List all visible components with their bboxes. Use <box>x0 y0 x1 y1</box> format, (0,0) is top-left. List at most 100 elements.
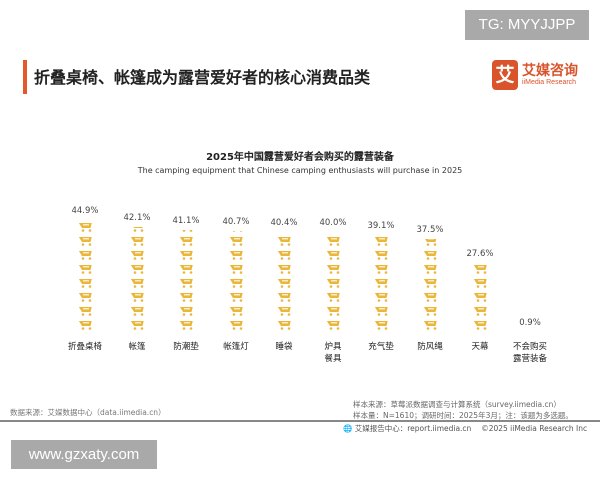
cart-icon <box>228 307 244 320</box>
cart-icon <box>422 239 438 250</box>
globe-icon: 🌐 <box>343 424 353 433</box>
report-text: 艾媒报告中心：report.iimedia.cn ©2025 iiMedia R… <box>354 424 588 433</box>
cart-icon <box>422 251 438 264</box>
cart-icon <box>228 237 244 250</box>
cart-icon <box>228 293 244 306</box>
watermark-top: TG: MYYJJPP <box>465 10 589 40</box>
cart-icon <box>228 230 244 236</box>
page-title: 折叠桌椅、帐篷成为露营爱好者的核心消费品类 <box>34 68 371 87</box>
cart-icon <box>325 321 341 334</box>
category-label: 防潮垫 <box>173 342 199 352</box>
cart-icon <box>77 265 93 278</box>
cart-icon <box>129 279 145 292</box>
cart-icon <box>276 293 292 306</box>
cart-icon <box>472 307 488 320</box>
logo: 艾 艾媒咨询 iiMedia Research <box>492 60 592 94</box>
cart-icon <box>472 263 488 264</box>
category-label: 帐篷 <box>128 342 146 352</box>
cart-icon <box>276 279 292 292</box>
cart-icon <box>178 229 194 236</box>
watermark-bottom: www.gzxaty.com <box>11 440 157 469</box>
cart-icon <box>373 237 389 250</box>
cart-icon <box>129 227 145 236</box>
cart-icon <box>228 321 244 334</box>
data-label: 0.9% <box>519 317 541 328</box>
cart-icon <box>325 265 341 278</box>
cart-icon <box>77 307 93 320</box>
footer-divider <box>0 420 600 422</box>
data-label: 44.9% <box>71 205 99 216</box>
cart-icon <box>472 265 488 278</box>
cart-icon <box>129 237 145 250</box>
cart-icon <box>77 321 93 334</box>
cart-icon <box>325 251 341 264</box>
cart-icon <box>276 321 292 334</box>
cart-icon <box>129 293 145 306</box>
cart-icon <box>472 293 488 306</box>
category-label: 帐篷灯 <box>223 342 249 352</box>
category-label: 不会购买 露营装备 <box>512 342 547 364</box>
data-label: 40.4% <box>270 217 298 228</box>
logo-cn: 艾媒咨询 <box>522 63 578 79</box>
cart-icon <box>178 279 194 292</box>
cart-icon <box>178 237 194 250</box>
cart-icon <box>77 293 93 306</box>
cart-icon <box>325 232 341 236</box>
logo-mark: 艾 <box>492 60 518 90</box>
data-label: 42.1% <box>123 213 151 224</box>
data-label: 40.0% <box>319 218 347 229</box>
data-label: 41.1% <box>172 215 200 226</box>
category-label: 折叠桌椅 <box>67 342 102 352</box>
cart-icon <box>129 251 145 264</box>
cart-icon <box>472 321 488 334</box>
cart-icon <box>422 265 438 278</box>
report-center: 🌐 艾媒报告中心：report.iimedia.cn ©2025 iiMedia… <box>343 423 587 434</box>
cart-icon <box>129 307 145 320</box>
cart-icon <box>228 251 244 264</box>
title-accent-bar <box>23 60 27 94</box>
cart-icon <box>77 251 93 264</box>
cart-icon <box>325 307 341 320</box>
cart-icon <box>422 321 438 334</box>
cart-icon <box>373 251 389 264</box>
cart-icon <box>373 235 389 236</box>
cart-icon <box>228 279 244 292</box>
cart-icon <box>522 332 538 334</box>
cart-icon <box>129 265 145 278</box>
cart-icon <box>77 223 93 236</box>
sample-info: 样本量：N=1610；调研时间：2025年3月；注：该题为多选题。 <box>353 411 573 420</box>
data-label: 39.1% <box>367 220 395 231</box>
category-label: 充气垫 <box>368 342 394 352</box>
category-label: 天幕 <box>471 342 489 352</box>
category-label: 防风绳 <box>417 342 443 352</box>
chart-title: 2025年中国露营爱好者会购买的露营装备 <box>206 152 394 163</box>
data-label: 40.7% <box>222 216 250 227</box>
cart-icon <box>373 265 389 278</box>
sample-source: 样本来源：草莓派数据调查与计算系统（survey.iimedia.cn） <box>353 400 561 409</box>
cart-icon <box>276 251 292 264</box>
cart-icon <box>129 321 145 334</box>
cart-icon <box>178 251 194 264</box>
cart-icon <box>77 220 93 222</box>
category-label: 睡袋 <box>275 342 293 352</box>
chart-subtitle: The camping equipment that Chinese campi… <box>137 166 463 175</box>
cart-icon <box>178 293 194 306</box>
cart-icon <box>276 237 292 250</box>
cart-icon <box>472 279 488 292</box>
cart-icon <box>276 307 292 320</box>
cart-icon <box>77 237 93 250</box>
cart-icon <box>373 293 389 306</box>
cart-icon <box>228 265 244 278</box>
cart-icon <box>178 321 194 334</box>
cart-icon <box>77 279 93 292</box>
cart-icon <box>276 265 292 278</box>
cart-icon <box>373 279 389 292</box>
data-source: 数据来源：艾媒数据中心（data.iimedia.cn） <box>10 408 166 417</box>
cart-icon <box>325 279 341 292</box>
category-label: 炉具 餐具 <box>324 342 342 364</box>
cart-icon <box>422 307 438 320</box>
data-label: 37.5% <box>416 225 444 236</box>
cart-icon <box>178 307 194 320</box>
cart-icon <box>325 293 341 306</box>
